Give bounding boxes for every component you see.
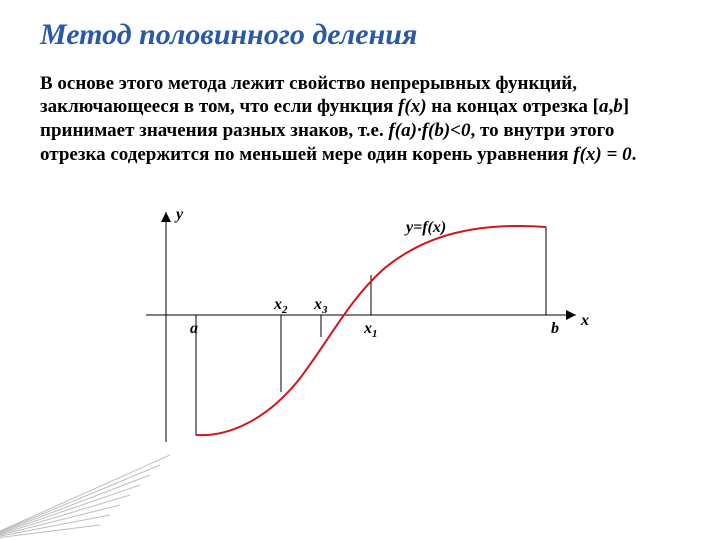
y-axis-arrow xyxy=(161,212,171,222)
body-fab: f(a)·f(b)<0 xyxy=(388,120,470,141)
x-axis-arrow xyxy=(566,310,576,320)
label-a: a xyxy=(190,320,198,337)
body-b: b xyxy=(613,96,623,117)
x-axis-label: x xyxy=(580,312,589,329)
label-x3: x3 xyxy=(313,296,328,316)
page-title: Метод половинного деления xyxy=(40,18,682,53)
label-b: b xyxy=(551,320,559,337)
body-txt2: на концах отрезка [ xyxy=(427,96,599,117)
description-paragraph: В основе этого метода лежит свойство неп… xyxy=(40,72,682,167)
body-a: a xyxy=(599,96,609,117)
curve-label: y=f(x) xyxy=(404,219,446,236)
y-axis-label: y xyxy=(174,206,184,223)
chart-container: y x a b x2 x3 x1 y=f(x) xyxy=(40,197,682,472)
body-fxeq: f(x) = 0 xyxy=(573,144,631,165)
bisection-chart: y x a b x2 x3 x1 y=f(x) xyxy=(126,197,596,467)
label-x2: x2 xyxy=(273,296,288,316)
body-dot: . xyxy=(632,144,637,165)
label-x1: x1 xyxy=(363,320,378,340)
body-fx: f(x) xyxy=(398,96,426,117)
